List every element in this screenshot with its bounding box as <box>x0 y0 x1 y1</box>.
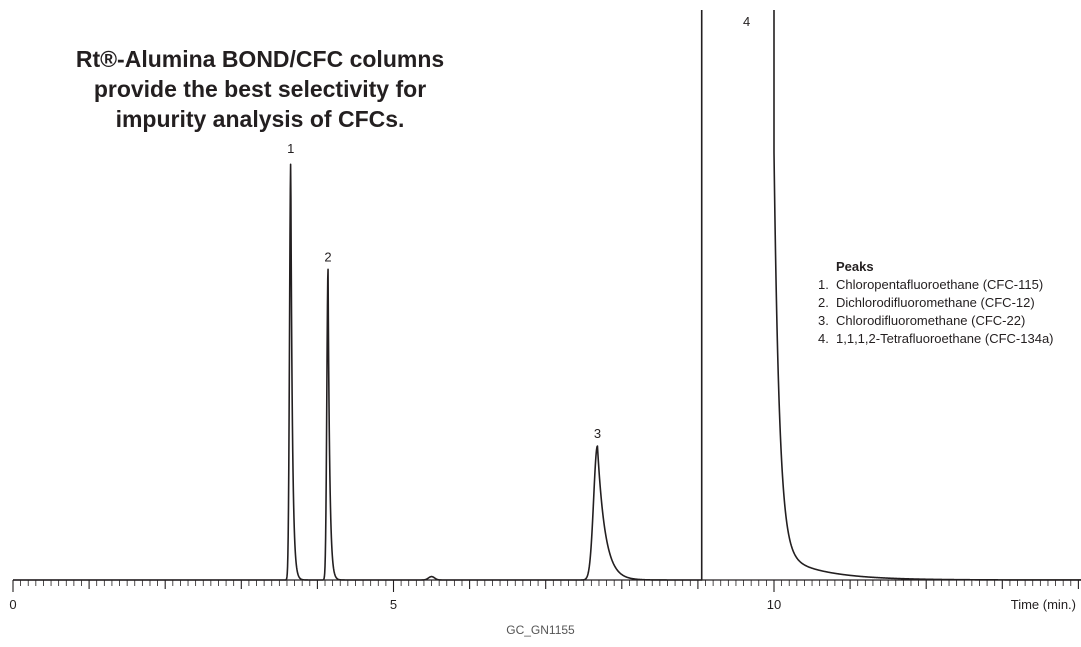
headline: Rt®-Alumina BOND/CFC columns provide the… <box>40 44 480 134</box>
x-axis-ticks <box>12 580 1079 592</box>
legend-item: 3. Chlorodifluoromethane (CFC-22) <box>818 312 1054 330</box>
figure-code: GC_GN1155 <box>506 623 575 637</box>
x-tick-label: 5 <box>390 597 397 612</box>
headline-line-3: impurity analysis of CFCs. <box>115 106 405 132</box>
legend-item-label: Chloropentafluoroethane (CFC-115) <box>836 277 1044 292</box>
legend-item-number: 3. <box>818 313 829 328</box>
legend-title: Peaks <box>836 259 874 274</box>
legend-item-label: Dichlorodifluoromethane (CFC-12) <box>836 295 1035 310</box>
headline-line-1: Rt®-Alumina BOND/CFC columns <box>75 46 445 72</box>
legend-item-label: Chlorodifluoromethane (CFC-22) <box>836 313 1026 328</box>
peak-label: 3 <box>594 426 601 441</box>
legend-item-label: 1,1,1,2-Tetrafluoroethane (CFC-134a) <box>836 331 1054 346</box>
legend-item: 4. 1,1,1,2-Tetrafluoroethane (CFC-134a) <box>818 330 1054 348</box>
peak-label: 1 <box>287 141 294 156</box>
headline-line-2: provide the best selectivity for <box>93 76 427 102</box>
peak-labels: 1 2 3 4 <box>287 14 750 441</box>
legend-item: 2. Dichlorodifluoromethane (CFC-12) <box>818 294 1054 312</box>
peaks-legend: Peaks 1. Chloropentafluoroethane (CFC-11… <box>818 258 1054 348</box>
legend-item: 1. Chloropentafluoroethane (CFC-115) <box>818 276 1054 294</box>
x-axis-tick-labels: 0 5 10 <box>9 597 781 612</box>
legend-item-number: 1. <box>818 277 829 292</box>
legend-item-number: 4. <box>818 331 829 346</box>
chromatogram-trace <box>12 10 1081 581</box>
x-tick-label: 10 <box>767 597 781 612</box>
peak-label: 4 <box>743 14 750 29</box>
peak-label: 2 <box>324 249 331 264</box>
x-tick-label: 0 <box>9 597 16 612</box>
x-axis-title: Time (min.) <box>1011 597 1076 612</box>
legend-item-number: 2. <box>818 295 829 310</box>
